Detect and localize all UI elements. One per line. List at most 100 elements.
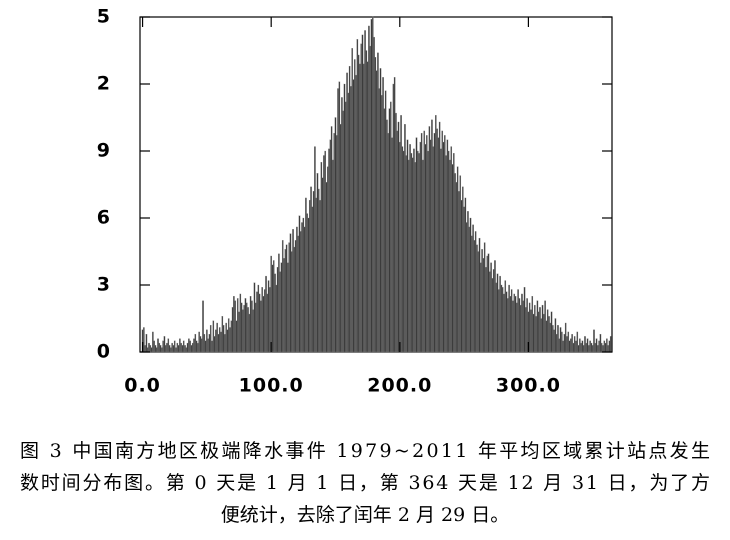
bar (543, 313, 545, 353)
bar (558, 338, 561, 353)
bar (603, 340, 606, 353)
bar (576, 331, 579, 353)
bar (429, 139, 432, 353)
bar (243, 304, 245, 353)
bar (465, 222, 468, 353)
bar (531, 296, 534, 353)
bar (159, 345, 162, 353)
bar (251, 300, 253, 353)
bar (157, 338, 159, 353)
bar (478, 237, 481, 353)
bar (402, 150, 405, 353)
bar (260, 300, 262, 353)
bar (333, 132, 335, 353)
bar (557, 325, 559, 353)
bar (489, 271, 491, 353)
bar (564, 322, 567, 353)
bar (396, 130, 399, 353)
bar (288, 242, 290, 353)
bar (198, 331, 200, 353)
bar (523, 287, 526, 353)
bar (590, 342, 593, 353)
bar (460, 199, 463, 353)
caption-line: 便统计，去除了闰年 2 月 29 日。 (221, 504, 509, 526)
bar (182, 340, 185, 353)
bar (481, 249, 483, 353)
bar (209, 325, 212, 353)
bar (400, 115, 402, 353)
bar (501, 287, 504, 353)
bar (325, 182, 328, 353)
bar (371, 16, 374, 353)
bar (510, 289, 513, 353)
bar (455, 182, 458, 353)
bar (591, 345, 594, 353)
bar (562, 340, 564, 353)
bar (509, 296, 512, 353)
bar (446, 139, 449, 353)
bar (597, 345, 599, 353)
bar (483, 242, 486, 353)
bar (188, 338, 190, 353)
bar (518, 298, 521, 353)
bar (368, 25, 370, 353)
bar (152, 331, 154, 353)
bar (553, 329, 555, 353)
bar (571, 333, 573, 353)
bar (235, 320, 238, 353)
bar (170, 347, 172, 353)
bar (317, 188, 320, 353)
bar (467, 211, 469, 353)
bar (573, 336, 576, 353)
y-tick-label: 2 (97, 73, 110, 95)
bar (535, 316, 537, 353)
bar (458, 191, 460, 353)
bar (514, 296, 517, 353)
bar (580, 342, 582, 353)
bar (339, 124, 342, 353)
bar (179, 338, 181, 353)
bar (154, 345, 157, 353)
bar (414, 162, 417, 353)
bar (609, 336, 612, 353)
bar (261, 287, 263, 353)
bar (433, 132, 436, 353)
bar (417, 150, 419, 353)
bar (474, 231, 477, 353)
bar (526, 298, 528, 353)
bar (566, 336, 568, 353)
bar (477, 251, 480, 353)
bar (500, 284, 503, 353)
bar (377, 52, 379, 353)
bar (369, 45, 372, 353)
bar (408, 159, 410, 353)
bar (234, 300, 236, 353)
bar (392, 83, 395, 353)
bar (598, 340, 600, 353)
bar (582, 345, 585, 353)
bar (267, 280, 270, 353)
bar (541, 304, 544, 353)
bar (238, 311, 240, 353)
bar (438, 121, 441, 353)
bar (149, 345, 152, 353)
bar (320, 162, 323, 353)
bar (361, 34, 364, 353)
bar (579, 338, 581, 353)
bar (539, 307, 541, 353)
bar (252, 309, 254, 353)
bar (415, 137, 418, 353)
bar (357, 54, 360, 353)
bar (202, 300, 204, 353)
bar (391, 137, 393, 353)
bar (428, 126, 431, 353)
bar (337, 88, 339, 353)
bar (283, 258, 285, 353)
x-tick-label: 0.0 (124, 375, 161, 397)
bar (588, 345, 590, 353)
bar (485, 266, 487, 353)
bar (213, 336, 216, 353)
bar (490, 262, 492, 353)
bar (350, 86, 352, 353)
bar (278, 253, 280, 353)
